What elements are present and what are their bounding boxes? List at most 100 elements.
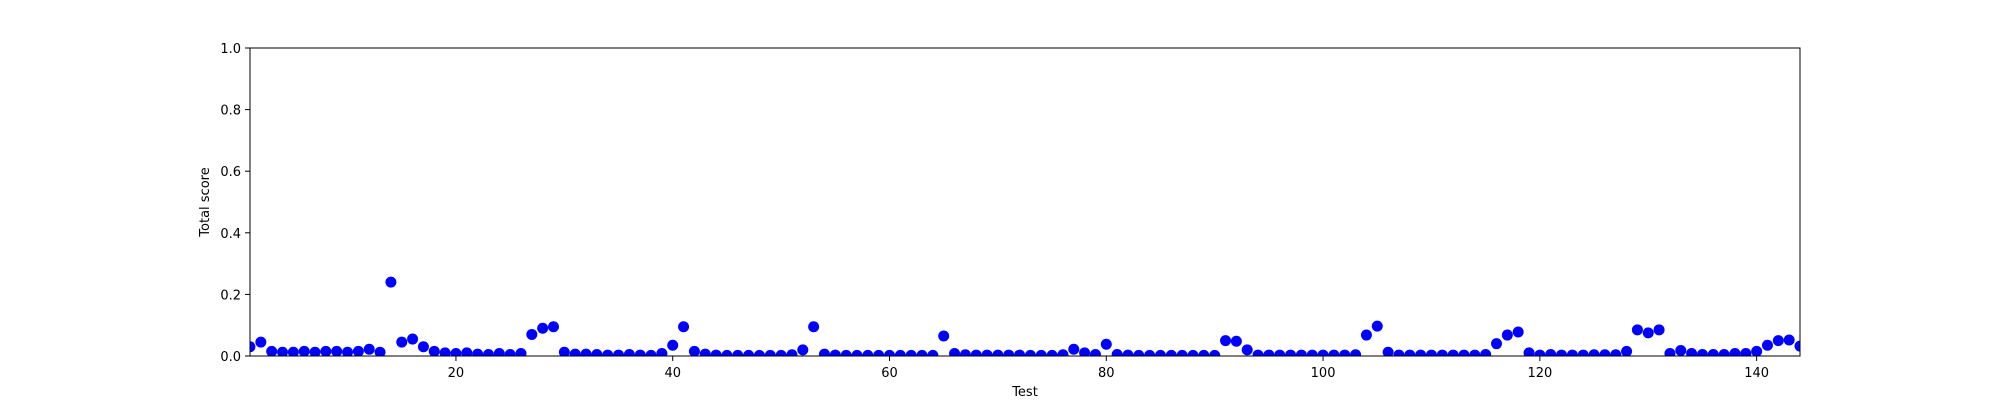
- point: [1534, 349, 1546, 356]
- point: [1176, 349, 1188, 356]
- point: [461, 347, 473, 356]
- point: [1794, 340, 1800, 352]
- point: [526, 328, 538, 340]
- point: [1317, 349, 1329, 356]
- point: [1707, 348, 1719, 356]
- point: [1761, 339, 1773, 351]
- point: [699, 348, 711, 356]
- point: [515, 348, 527, 356]
- point: [1003, 349, 1015, 356]
- y-tick-label: 1.0: [220, 42, 241, 57]
- point: [645, 349, 657, 356]
- point: [894, 349, 906, 356]
- point: [1642, 327, 1654, 339]
- point: [1068, 343, 1080, 355]
- point: [591, 348, 603, 356]
- point: [1014, 349, 1026, 356]
- point: [547, 321, 559, 333]
- point: [1501, 329, 1513, 341]
- point: [602, 349, 614, 356]
- point: [797, 344, 809, 356]
- point: [1230, 335, 1242, 347]
- point: [1523, 347, 1535, 356]
- point: [1079, 347, 1091, 356]
- point: [450, 348, 462, 356]
- y-tick-label: 0.8: [220, 104, 241, 119]
- point: [970, 349, 982, 356]
- point: [992, 349, 1004, 356]
- point: [1089, 348, 1101, 356]
- point: [1512, 326, 1524, 338]
- point: [753, 349, 765, 356]
- point: [266, 345, 278, 356]
- point: [1371, 320, 1383, 332]
- point: [482, 348, 494, 356]
- point: [250, 341, 256, 353]
- point: [1447, 349, 1459, 356]
- point: [1469, 349, 1481, 356]
- point: [1631, 324, 1643, 336]
- point: [558, 346, 570, 356]
- point: [342, 346, 354, 356]
- point: [1024, 349, 1036, 356]
- point: [1274, 349, 1286, 356]
- point: [1425, 349, 1437, 356]
- point: [287, 346, 299, 356]
- point: [1393, 349, 1405, 356]
- y-tick-label: 0.0: [220, 350, 241, 365]
- point: [428, 345, 440, 356]
- point: [1165, 349, 1177, 356]
- point: [1577, 349, 1589, 356]
- point: [808, 321, 820, 333]
- point: [1220, 335, 1232, 347]
- point: [873, 349, 885, 356]
- point: [656, 348, 668, 356]
- point: [309, 346, 321, 356]
- point: [840, 349, 852, 356]
- axes-frame: [249, 47, 1801, 357]
- plot-area: [250, 276, 1800, 356]
- point: [862, 349, 874, 356]
- x-tick-label: 40: [664, 366, 681, 381]
- point: [320, 345, 332, 356]
- point: [363, 343, 375, 355]
- point: [786, 349, 798, 356]
- point: [1740, 348, 1752, 356]
- point: [1588, 349, 1600, 356]
- x-tick-label: 120: [1527, 366, 1552, 381]
- point: [537, 322, 549, 334]
- point: [884, 349, 896, 356]
- point: [1415, 349, 1427, 356]
- point: [732, 349, 744, 356]
- x-axis-label: Test: [1011, 385, 1038, 400]
- point: [851, 349, 863, 356]
- point: [580, 348, 592, 356]
- point: [1675, 344, 1687, 356]
- point: [688, 345, 700, 356]
- point: [331, 345, 343, 356]
- point: [1187, 349, 1199, 356]
- point: [1241, 344, 1253, 356]
- point: [407, 333, 419, 345]
- point: [764, 349, 776, 356]
- point: [981, 349, 993, 356]
- point: [1772, 335, 1784, 347]
- point: [1404, 349, 1416, 356]
- point: [277, 346, 289, 356]
- y-tick-label: 0.6: [220, 165, 241, 180]
- point: [1328, 349, 1340, 356]
- point: [1621, 345, 1633, 356]
- point: [829, 349, 841, 356]
- x-tick-label: 100: [1311, 366, 1336, 381]
- point: [1209, 349, 1221, 356]
- point: [298, 345, 310, 356]
- x-tick-label: 80: [1098, 366, 1115, 381]
- point: [1133, 349, 1145, 356]
- point: [1599, 349, 1611, 356]
- point: [710, 349, 722, 356]
- point: [623, 348, 635, 356]
- point: [613, 349, 625, 356]
- point: [1686, 348, 1698, 356]
